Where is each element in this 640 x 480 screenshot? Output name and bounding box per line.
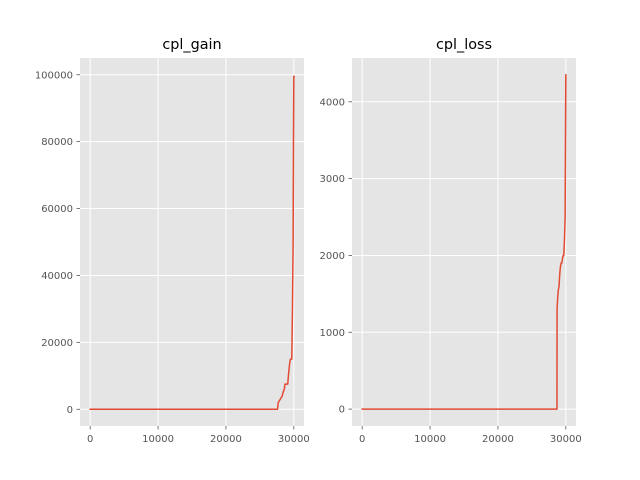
y-tick-label-cpl-loss: 3000 [320,174,345,185]
series-layer-cpl-loss [361,74,567,410]
y-tick-label-cpl-loss: 4000 [320,97,345,108]
x-tick-label-cpl-loss: 20000 [482,434,514,445]
y-tick-label-cpl-gain: 20000 [41,338,73,349]
series-line-cpl-gain [89,75,295,411]
x-tick-label-cpl-gain: 0 [87,434,93,445]
chart-cpl-loss: 0 10000 20000 30000 0 1000 2000 3000 4000 cpl_lo… [320,37,582,445]
x-tick-label-cpl-gain: 30000 [278,434,310,445]
series-line-cpl-loss [361,74,567,410]
ticks-cpl-loss: 0 10000 20000 30000 0 1000 2000 3000 4000 [320,97,582,445]
y-tick-label-cpl-loss: 1000 [320,328,345,339]
plot-area-cpl-loss [352,58,576,426]
plot-area-cpl-gain [80,58,304,426]
x-tick-label-cpl-gain: 10000 [142,434,174,445]
chart-cpl-gain: 0 10000 20000 30000 0 20000 40000 60000 80000 100… [35,37,310,445]
x-tick-label-cpl-loss: 10000 [414,434,446,445]
y-tick-label-cpl-gain: 60000 [41,204,73,215]
series-layer-cpl-gain [89,75,295,411]
x-tick-label-cpl-gain: 20000 [210,434,242,445]
x-tick-label-cpl-loss: 0 [359,434,365,445]
y-tick-label-cpl-gain: 100000 [35,70,73,81]
y-tick-label-cpl-gain: 0 [67,405,73,416]
ticks-cpl-gain: 0 10000 20000 30000 0 20000 40000 60000 80000 100… [35,70,310,445]
chart-title-cpl-gain: cpl_gain [162,37,221,53]
chart-title-cpl-loss: cpl_loss [436,37,492,53]
y-tick-label-cpl-loss: 2000 [320,251,345,262]
y-tick-label-cpl-gain: 80000 [41,137,73,148]
y-tick-label-cpl-loss: 0 [339,405,345,416]
y-tick-label-cpl-gain: 40000 [41,271,73,282]
x-tick-label-cpl-loss: 30000 [550,434,582,445]
